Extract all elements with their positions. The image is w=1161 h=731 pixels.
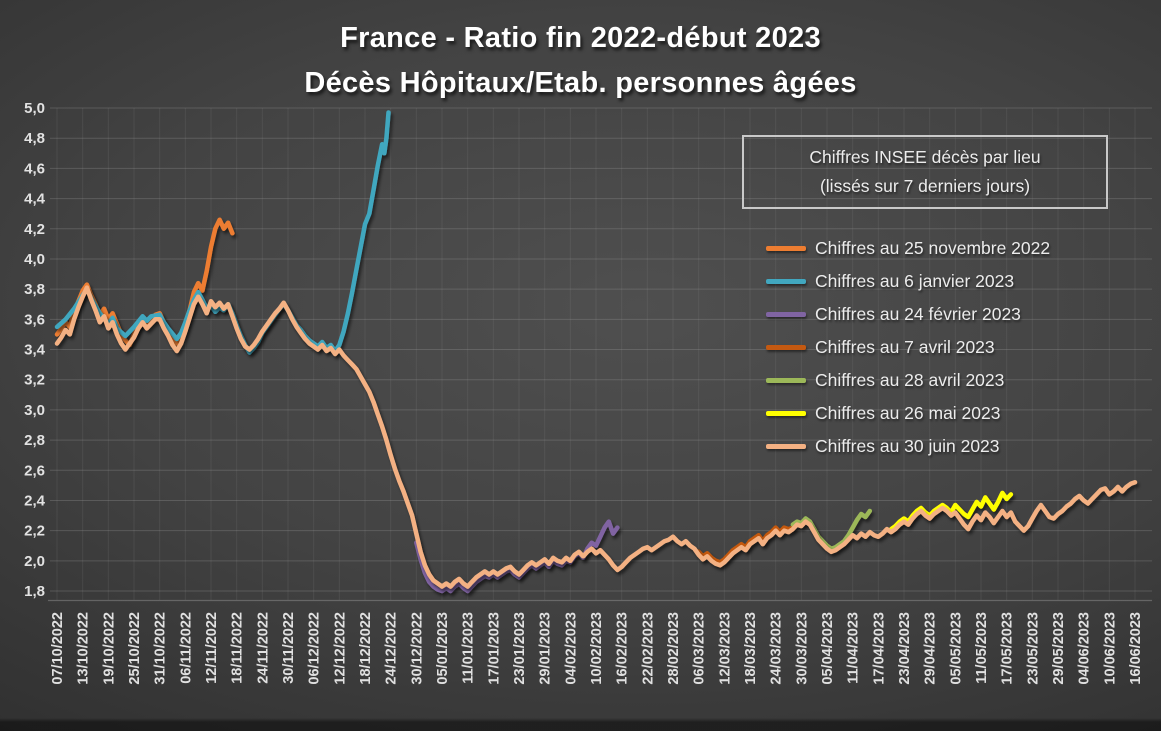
legend: Chiffres au 25 novembre 2022 Chiffres au … — [766, 232, 1050, 463]
x-tick-label: 17/01/2023 — [486, 612, 502, 685]
x-tick-label: 23/01/2023 — [512, 612, 528, 685]
series-line-3 — [414, 519, 620, 594]
x-tick-label: 30/03/2023 — [794, 612, 810, 685]
x-tick-label: 25/10/2022 — [127, 612, 143, 685]
x-tick-label: 23/04/2023 — [897, 612, 913, 685]
x-tick-label: 12/12/2022 — [332, 612, 348, 685]
legend-swatch-line — [766, 345, 806, 350]
chart-title: France - Ratio fin 2022-début 2023 Décès… — [0, 16, 1161, 106]
y-tick-label: 3,4 — [24, 342, 46, 359]
x-tick-label: 04/06/2023 — [1077, 612, 1093, 685]
legend-item: Chiffres au 25 novembre 2022 — [766, 232, 1050, 265]
x-tick-label: 06/11/2022 — [178, 612, 194, 684]
x-tick-label: 05/01/2023 — [435, 612, 451, 685]
y-tick-label: 3,0 — [24, 402, 45, 419]
chart-title-line1: France - Ratio fin 2022-début 2023 — [340, 22, 821, 54]
legend-swatch-line — [766, 444, 806, 449]
x-tick-label: 10/02/2023 — [589, 612, 605, 685]
x-tick-label: 18/12/2022 — [358, 612, 374, 685]
annotation-box: Chiffres INSEE décès par lieu (lissés su… — [742, 135, 1108, 209]
x-tick-label: 12/03/2023 — [717, 612, 733, 685]
legend-label: Chiffres au 24 février 2023 — [815, 304, 1021, 324]
x-tick-label: 16/06/2023 — [1128, 612, 1144, 685]
x-tick-label: 29/01/2023 — [538, 612, 554, 685]
series-line-7 — [54, 285, 1138, 589]
legend-swatch-line — [766, 378, 806, 383]
x-tick-label: 17/04/2023 — [871, 612, 887, 685]
y-tick-label: 4,8 — [24, 130, 45, 147]
y-tick-label: 2,6 — [24, 462, 45, 479]
legend-label: Chiffres au 25 novembre 2022 — [815, 238, 1051, 258]
x-tick-label: 13/10/2022 — [76, 612, 92, 685]
x-tick-label: 19/10/2022 — [101, 612, 117, 685]
legend-item: Chiffres au 28 avril 2023 — [766, 364, 1050, 397]
x-tick-label: 06/12/2022 — [307, 612, 323, 685]
legend-label: Chiffres au 30 juin 2023 — [815, 436, 1000, 456]
legend-label: Chiffres au 28 avril 2023 — [815, 370, 1005, 390]
legend-item: Chiffres au 24 février 2023 — [766, 298, 1050, 331]
legend-item: Chiffres au 7 avril 2023 — [766, 331, 1050, 364]
x-tick-label: 11/04/2023 — [846, 612, 862, 684]
legend-label: Chiffres au 6 janvier 2023 — [815, 271, 1015, 291]
x-tick-label: 16/02/2023 — [615, 612, 631, 685]
x-tick-label: 05/05/2023 — [948, 612, 964, 685]
legend-swatch-line — [766, 279, 806, 284]
y-tick-label: 1,8 — [24, 583, 45, 600]
x-tick-label: 06/03/2023 — [692, 612, 708, 685]
x-tick-label: 12/11/2022 — [204, 612, 220, 684]
y-tick-label: 2,4 — [24, 492, 46, 509]
x-tick-label: 31/10/2022 — [153, 612, 169, 685]
y-tick-label: 4,6 — [24, 160, 45, 177]
y-tick-label: 5,0 — [24, 100, 45, 117]
x-tick-label: 30/11/2022 — [281, 612, 297, 684]
y-tick-label: 4,4 — [24, 191, 46, 208]
legend-item: Chiffres au 30 juin 2023 — [766, 430, 1050, 463]
x-tick-label: 24/03/2023 — [769, 612, 785, 685]
chart-title-line2: Décès Hôpitaux/Etab. personnes âgées — [304, 67, 857, 99]
legend-item: Chiffres au 6 janvier 2023 — [766, 265, 1050, 298]
x-tick-label: 22/02/2023 — [640, 612, 656, 685]
y-tick-label: 2,8 — [24, 432, 45, 449]
x-tick-label: 23/05/2023 — [1025, 612, 1041, 685]
y-tick-label: 2,0 — [24, 553, 45, 570]
legend-label: Chiffres au 7 avril 2023 — [815, 337, 995, 357]
series-line-5 — [790, 508, 873, 551]
x-tick-label: 18/11/2022 — [230, 612, 246, 684]
y-tick-label: 3,2 — [24, 372, 45, 389]
y-tick-label: 3,8 — [24, 281, 45, 298]
x-tick-label: 04/02/2023 — [563, 612, 579, 685]
annotation-line1: Chiffres INSEE décès par lieu — [809, 147, 1041, 167]
x-tick-label: 30/12/2022 — [409, 612, 425, 685]
legend-item: Chiffres au 26 mai 2023 — [766, 397, 1050, 430]
x-tick-label: 11/01/2023 — [461, 612, 477, 684]
x-tick-label: 10/06/2023 — [1102, 612, 1118, 685]
x-tick-label: 29/04/2023 — [923, 612, 939, 685]
legend-swatch-line — [766, 411, 806, 416]
y-tick-label: 3,6 — [24, 311, 45, 328]
y-tick-label: 4,0 — [24, 251, 45, 268]
y-tick-label: 4,2 — [24, 221, 45, 238]
y-tick-label: 2,2 — [24, 523, 45, 540]
x-tick-label: 11/05/2023 — [974, 612, 990, 684]
x-tick-label: 29/05/2023 — [1051, 612, 1067, 685]
legend-label: Chiffres au 26 mai 2023 — [815, 403, 1001, 423]
x-tick-label: 24/11/2022 — [255, 612, 271, 684]
x-tick-label: 24/12/2022 — [384, 612, 400, 685]
x-tick-label: 05/04/2023 — [820, 612, 836, 685]
x-tick-label: 28/02/2023 — [666, 612, 682, 685]
x-tick-label: 18/03/2023 — [743, 612, 759, 685]
x-tick-label: 07/10/2022 — [50, 612, 66, 685]
legend-swatch-line — [766, 312, 806, 317]
x-tick-label: 17/05/2023 — [1000, 612, 1016, 685]
annotation-line2: (lissés sur 7 derniers jours) — [819, 176, 1031, 196]
legend-swatch-line — [766, 246, 806, 251]
